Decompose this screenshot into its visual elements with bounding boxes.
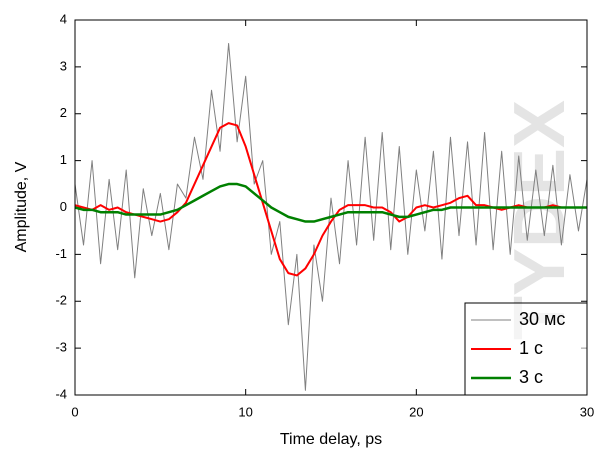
series-line — [74, 182, 587, 223]
y-tick-label: -4 — [55, 386, 67, 401]
y-tick-label: 2 — [60, 105, 67, 120]
legend-label: 30 мс — [519, 309, 565, 329]
series-line — [74, 42, 588, 391]
series-line — [74, 122, 587, 277]
y-axis-label: Amplitude, V — [13, 161, 30, 252]
y-tick-label: 1 — [60, 152, 67, 167]
x-tick-label: 10 — [238, 404, 252, 419]
legend-label: 3 с — [519, 367, 543, 387]
y-tick-label: 0 — [60, 199, 67, 214]
x-tick-label: 0 — [71, 404, 78, 419]
y-tick-label: -3 — [55, 340, 67, 355]
x-axis-label: Time delay, ps — [280, 431, 382, 448]
y-tick-label: -2 — [55, 293, 67, 308]
plot-frame — [74, 19, 588, 396]
y-tick-label: 4 — [60, 11, 67, 26]
x-tick-label: 30 — [580, 404, 594, 419]
legend-label: 1 с — [519, 338, 543, 358]
y-tick-label: -1 — [55, 246, 67, 261]
x-tick-label: 20 — [409, 404, 423, 419]
y-tick-label: 3 — [60, 58, 67, 73]
